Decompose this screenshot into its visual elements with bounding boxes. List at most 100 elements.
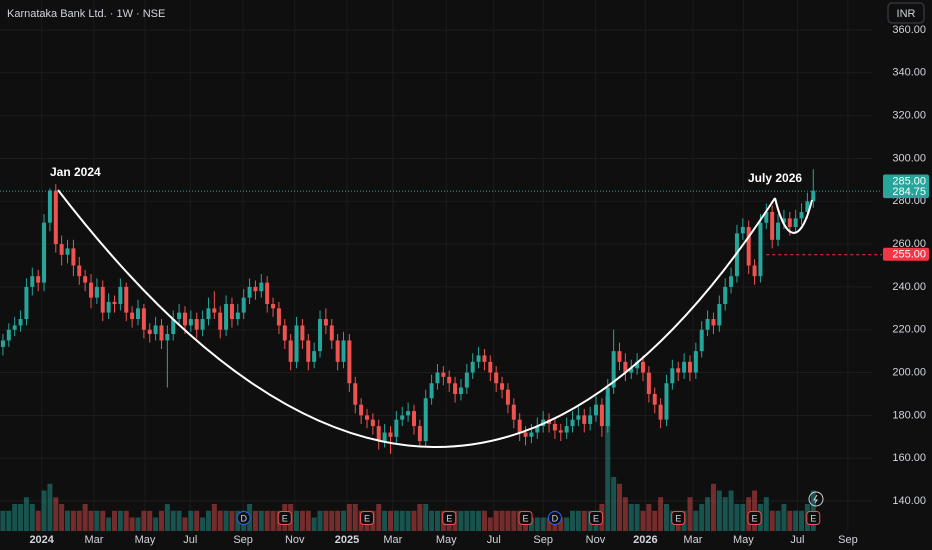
volume-bar	[570, 510, 576, 531]
candle-body	[599, 404, 604, 427]
volume-bar	[6, 510, 12, 531]
volume-bar	[346, 504, 352, 531]
volume-bar	[12, 504, 18, 531]
volume-bar	[23, 497, 29, 531]
candle-body	[705, 319, 710, 330]
event-marker[interactable]: E	[442, 511, 457, 525]
event-marker[interactable]: E	[277, 511, 292, 525]
volume-bar	[423, 504, 429, 531]
volume-bar	[722, 497, 728, 531]
candle-body	[89, 282, 94, 298]
volume-bar	[59, 504, 65, 531]
event-label: E	[523, 513, 529, 523]
volume-bar	[628, 504, 634, 531]
candle-body	[629, 368, 634, 373]
volume-bar	[229, 510, 235, 531]
candle-body	[53, 190, 58, 245]
event-shape	[360, 511, 375, 525]
x-tick-label: Sep	[838, 534, 858, 546]
volume-bar	[311, 517, 317, 531]
candle-body	[682, 361, 687, 373]
volume-bar	[188, 510, 194, 531]
candle-body	[24, 286, 29, 320]
candle-body	[376, 426, 381, 442]
candle-body	[435, 372, 440, 384]
candle-body	[370, 419, 375, 427]
candle-body	[482, 355, 487, 362]
event-shape	[547, 511, 562, 525]
volume-bar	[558, 517, 564, 531]
x-tick-label: 2025	[335, 534, 359, 546]
event-label: E	[446, 513, 452, 523]
volume-bar	[53, 497, 59, 531]
volume-bar	[499, 510, 505, 531]
x-tick-label: Mar	[683, 534, 702, 546]
candle-body	[441, 372, 446, 377]
volume-bar	[18, 504, 24, 531]
candle-body	[100, 286, 105, 313]
candle-body	[235, 312, 240, 320]
news-icon[interactable]	[808, 491, 824, 507]
volume-bar	[740, 504, 746, 531]
event-marker[interactable]: D	[547, 511, 562, 525]
candle-body	[224, 304, 229, 330]
event-marker[interactable]: D	[236, 511, 251, 525]
candle-body	[77, 265, 82, 277]
candle-body	[300, 325, 305, 341]
volume-bar	[493, 510, 499, 531]
event-marker[interactable]: E	[360, 511, 375, 525]
y-tick-label: 180.00	[892, 409, 926, 421]
candle-body	[323, 319, 328, 326]
volume-bar	[564, 517, 570, 531]
volume-bar	[611, 477, 617, 531]
candle-body	[276, 308, 281, 326]
volume-bar	[294, 510, 300, 531]
candle-body	[594, 404, 599, 416]
volume-bar	[546, 517, 552, 531]
candle-body	[758, 222, 763, 277]
candle-body	[729, 276, 734, 287]
volume-bar	[705, 497, 711, 531]
volume-bar	[716, 490, 722, 531]
candle-body	[6, 329, 11, 341]
currency[interactable]: INR	[897, 8, 916, 20]
volume-bar	[94, 510, 100, 531]
event-shape	[671, 511, 686, 525]
grid	[0, 0, 872, 531]
candle-body	[347, 340, 352, 384]
volume-bar	[434, 510, 440, 531]
candle-body	[106, 301, 111, 313]
volume-bar	[270, 510, 276, 531]
overlay: 140.00 160.00 180.00 200.00 220.00 240.00 260.…	[0, 24, 929, 546]
y-tick-label: 220.00	[892, 324, 926, 336]
volume-bar	[464, 510, 470, 531]
candle-body	[734, 233, 739, 277]
volume-bar	[223, 510, 229, 531]
volume-bar	[88, 510, 94, 531]
event-marker[interactable]: E	[747, 511, 762, 525]
event-marker[interactable]: E	[518, 511, 533, 525]
event-marker[interactable]: E	[589, 511, 604, 525]
volume-bar	[781, 504, 787, 531]
volume-bar	[810, 490, 816, 531]
volume-bar	[123, 510, 129, 531]
event-marker[interactable]: E	[806, 511, 821, 525]
volume-bar	[158, 510, 164, 531]
volume-bar	[663, 504, 669, 531]
last-price-label: 285.00	[892, 175, 926, 187]
candle-body	[59, 244, 64, 255]
candle-body	[141, 308, 146, 330]
currency-button[interactable]	[887, 2, 925, 24]
candle-body	[171, 319, 176, 335]
volume-bar	[35, 510, 41, 531]
event-label: E	[364, 513, 370, 523]
volume-bar	[405, 510, 411, 531]
volume-bar	[141, 510, 147, 531]
candle-body	[529, 432, 534, 437]
candle-body	[329, 325, 334, 341]
candle-body	[130, 312, 135, 320]
candle-body	[218, 312, 223, 330]
event-marker[interactable]: E	[671, 511, 686, 525]
